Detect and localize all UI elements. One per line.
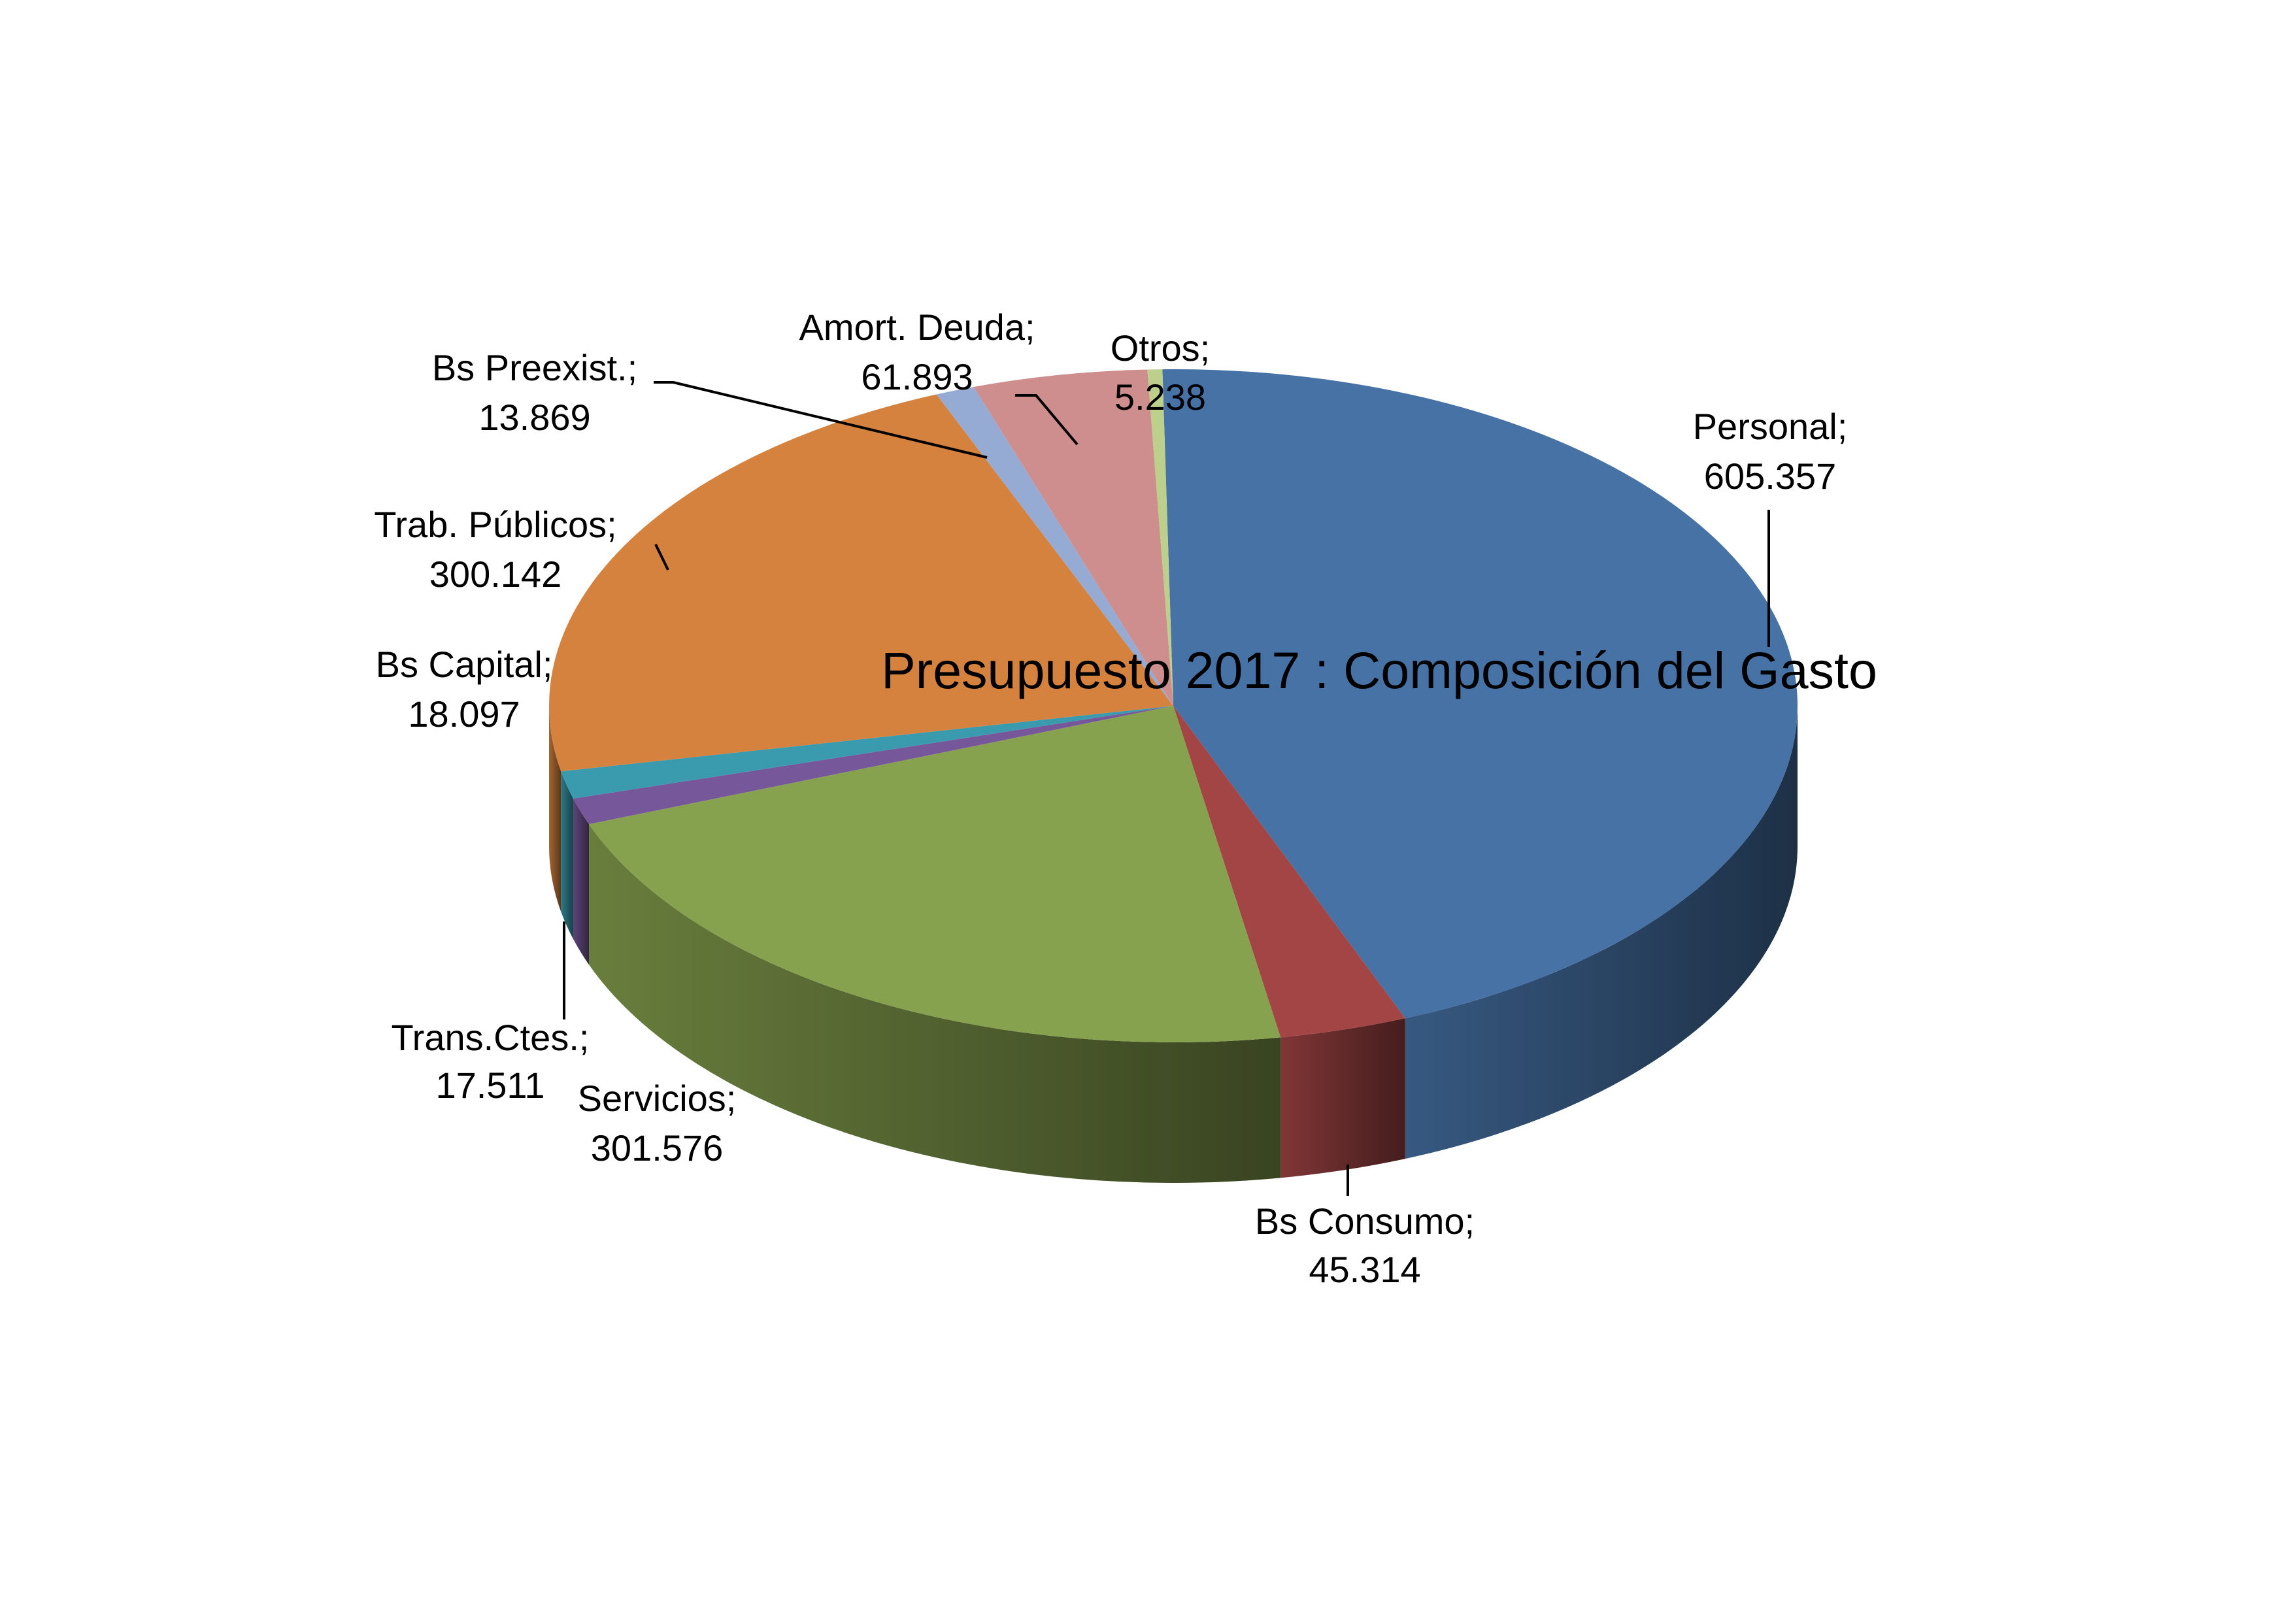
label-servicios: Servicios; [578, 1078, 737, 1119]
label-amort-deuda: Amort. Deuda; [799, 307, 1035, 348]
label-bs-consumo: Bs Consumo; [1255, 1201, 1475, 1242]
slice-otros [1147, 369, 1173, 706]
value-trab-publicos: 300.142 [429, 554, 561, 595]
value-bs-consumo: 45.314 [1309, 1249, 1420, 1290]
slice-trans-ctes [573, 706, 1173, 825]
leader-bs-preexist [654, 381, 988, 459]
side-wall-trans-ctes [573, 798, 590, 965]
label-personal: Personal; [1693, 406, 1848, 447]
value-bs-capital: 18.097 [408, 693, 520, 735]
slice-bs-consumo [1173, 706, 1405, 1038]
label-trans-ctes: Trans.Ctes.; [392, 1017, 590, 1058]
slice-bs-preexist [936, 387, 1173, 706]
slice-amort-deuda [973, 369, 1173, 706]
slice-labels: Personal; 605.357 Bs Consumo; 45.314 Servici… [374, 307, 1847, 1290]
leader-trab-publicos [654, 544, 669, 571]
value-bs-preexist: 13.869 [478, 397, 590, 438]
leader-lines [563, 381, 1770, 1196]
value-personal: 605.357 [1704, 456, 1836, 497]
value-trans-ctes: 17.511 [435, 1065, 544, 1106]
side-wall-servicios [589, 824, 1281, 1183]
value-amort-deuda: 61.893 [861, 356, 973, 397]
pie-top-faces [549, 369, 1798, 1042]
label-bs-preexist: Bs Preexist.; [432, 347, 637, 388]
slice-personal [1162, 369, 1798, 1019]
value-otros: 5.238 [1114, 376, 1206, 418]
side-wall-personal [1405, 706, 1798, 1159]
side-wall-trab-publicos [549, 706, 561, 912]
pie-side-walls [549, 706, 1798, 1183]
chart-title: Presupuesto 2017 : Composición del Gasto [881, 641, 1877, 699]
side-wall-bs-capital [561, 771, 573, 939]
slice-servicios [589, 706, 1281, 1042]
slice-trab-publicos [549, 394, 1173, 772]
label-bs-capital: Bs Capital; [376, 644, 553, 685]
slice-bs-capital [561, 706, 1173, 799]
side-wall-bs-consumo [1280, 1018, 1405, 1178]
label-trab-publicos: Trab. Públicos; [374, 504, 616, 545]
value-servicios: 301.576 [591, 1127, 723, 1168]
label-otros: Otros; [1111, 327, 1210, 369]
leader-amort-deuda [1015, 394, 1079, 446]
